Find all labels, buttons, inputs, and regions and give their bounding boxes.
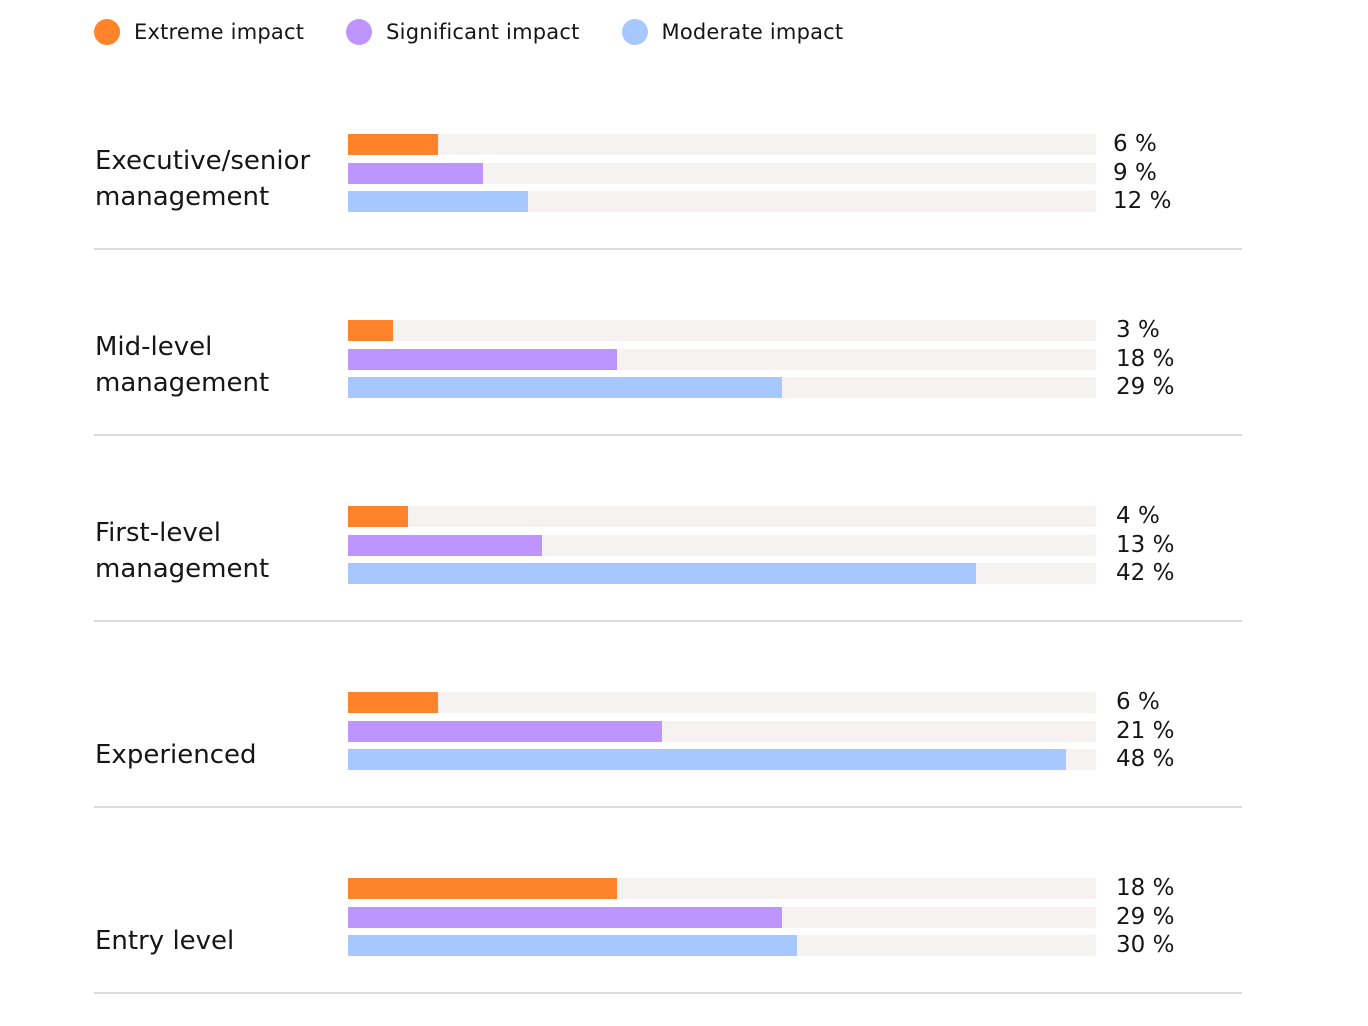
bar-extreme-impact xyxy=(348,878,617,899)
bar-moderate-impact xyxy=(348,377,782,398)
category-label-line: management xyxy=(95,182,270,212)
bar-value-label: 18 % xyxy=(1116,875,1175,901)
category-label: Executive/senior management xyxy=(95,143,335,215)
category-label: First-level management xyxy=(95,515,335,587)
chart-legend: Extreme impact Significant impact Moderate… xyxy=(94,16,885,48)
legend-label: Significant impact xyxy=(386,20,580,44)
bar-track xyxy=(348,162,1096,184)
bar-value-label: 18 % xyxy=(1116,345,1175,372)
legend-label: Moderate impact xyxy=(661,20,844,44)
bar-value-label: 3 % xyxy=(1116,317,1160,343)
bar-significant-impact xyxy=(348,162,483,184)
bar-track xyxy=(348,692,1096,713)
category-group: Mid-level management 3 % 18 % 29 % xyxy=(94,250,1242,436)
bar-value-label: 42 % xyxy=(1116,560,1175,586)
bar-value-label: 29 % xyxy=(1116,374,1175,400)
bar-moderate-impact xyxy=(348,191,528,212)
category-label: Experienced xyxy=(95,737,335,773)
category-label-line: management xyxy=(95,554,270,584)
bar-track xyxy=(348,506,1096,527)
bar-value-label: 12 % xyxy=(1113,188,1172,214)
bar-track xyxy=(348,749,1096,770)
bar-track xyxy=(348,720,1096,742)
legend-swatch xyxy=(94,19,120,45)
bar-significant-impact xyxy=(348,348,617,370)
bar-track xyxy=(348,534,1096,556)
bar-track xyxy=(348,320,1096,341)
bar-track xyxy=(348,906,1096,928)
category-group: Experienced 6 % 21 % 48 % xyxy=(94,622,1242,808)
category-label-line: Experienced xyxy=(95,740,257,770)
legend-item-extreme-impact: Extreme impact xyxy=(94,19,304,45)
bar-value-label: 6 % xyxy=(1113,131,1157,157)
bar-value-label: 21 % xyxy=(1116,717,1175,744)
category-label-line: Executive/senior xyxy=(95,146,311,176)
legend-swatch xyxy=(621,19,648,45)
category-group: Entry level 18 % 29 % 30 % xyxy=(94,808,1242,994)
bar-significant-impact xyxy=(348,534,542,556)
bar-extreme-impact xyxy=(348,320,393,341)
legend-item-significant-impact: Significant impact xyxy=(346,19,579,45)
bar-track xyxy=(348,134,1096,155)
bar-track xyxy=(348,563,1096,584)
bar-value-label: 4 % xyxy=(1116,503,1160,529)
bar-track xyxy=(348,935,1096,956)
legend-swatch xyxy=(346,19,373,45)
bar-track xyxy=(348,377,1096,398)
bar-value-label: 48 % xyxy=(1116,746,1175,772)
category-label-line: management xyxy=(95,368,270,398)
category-group: First-level management 4 % 13 % 42 % xyxy=(94,436,1242,622)
bar-value-label: 30 % xyxy=(1116,932,1175,958)
legend-item-moderate-impact: Moderate impact xyxy=(621,19,844,45)
bar-moderate-impact xyxy=(348,749,1066,770)
bar-extreme-impact xyxy=(348,506,408,527)
category-label-line: First-level xyxy=(95,518,221,548)
bar-significant-impact xyxy=(348,906,782,928)
bar-track xyxy=(348,878,1096,899)
bar-value-label: 9 % xyxy=(1113,159,1157,186)
bar-moderate-impact xyxy=(348,563,976,584)
bar-extreme-impact xyxy=(348,692,438,713)
bar-value-label: 29 % xyxy=(1116,903,1175,930)
bar-value-label: 6 % xyxy=(1116,689,1160,715)
category-label: Entry level xyxy=(95,923,335,959)
category-label: Mid-level management xyxy=(95,329,335,401)
category-label-line: Mid-level xyxy=(95,332,213,362)
legend-label: Extreme impact xyxy=(134,20,305,44)
bar-track xyxy=(348,191,1096,212)
bar-moderate-impact xyxy=(348,935,797,956)
bar-track xyxy=(348,348,1096,370)
bar-significant-impact xyxy=(348,720,662,742)
bar-extreme-impact xyxy=(348,134,438,155)
category-label-line: Entry level xyxy=(95,926,235,956)
category-group: Executive/senior management 6 % 9 % 12 % xyxy=(94,64,1242,250)
bar-value-label: 13 % xyxy=(1116,531,1175,558)
